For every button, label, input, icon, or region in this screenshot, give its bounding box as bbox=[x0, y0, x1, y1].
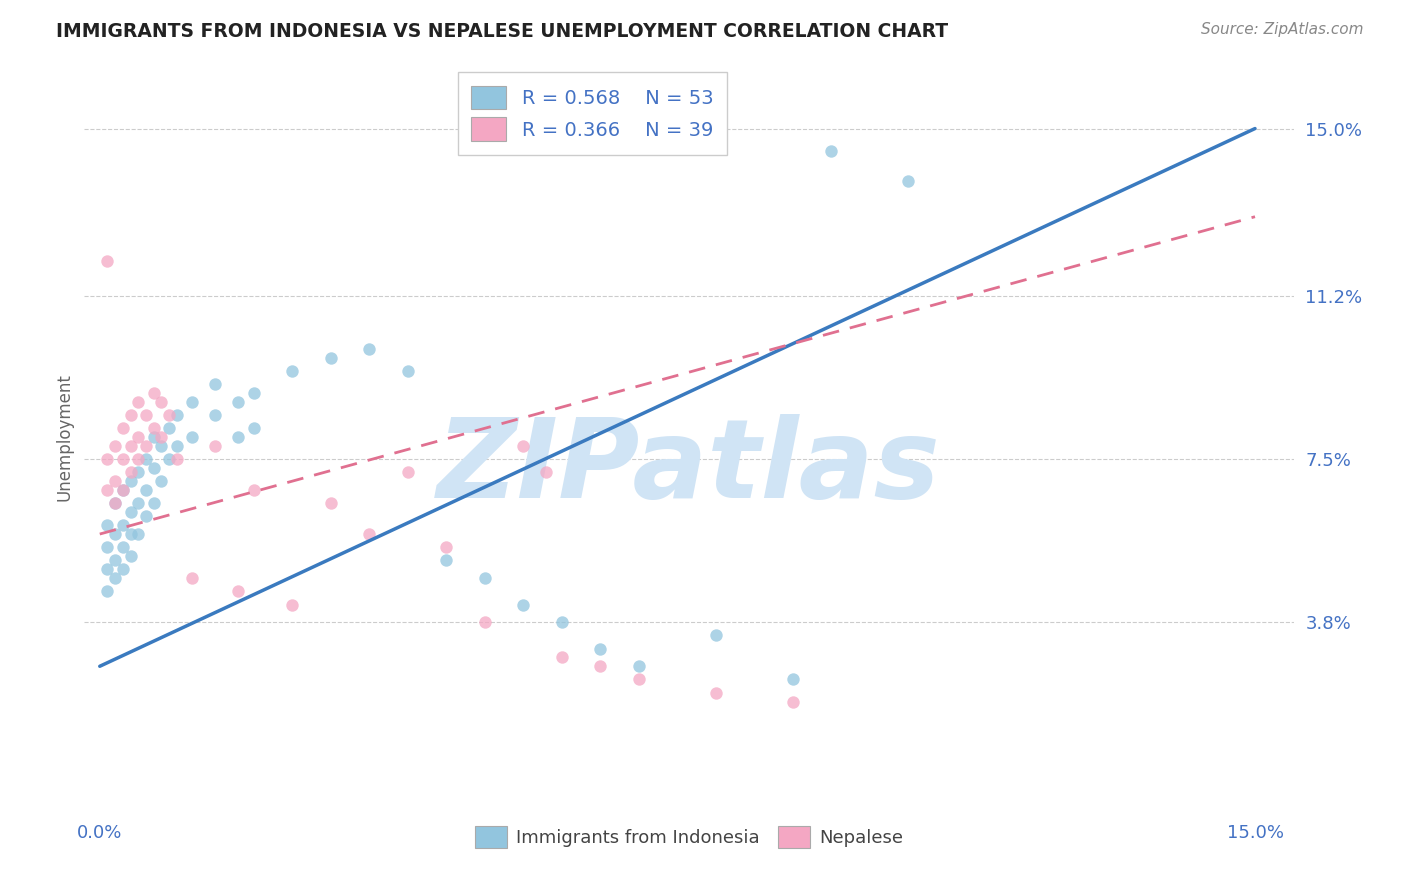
Point bbox=[536, 466, 558, 480]
Point bbox=[120, 474, 142, 488]
Y-axis label: Unemployment: Unemployment bbox=[55, 373, 73, 501]
Point bbox=[157, 452, 180, 467]
Point bbox=[96, 518, 118, 533]
Point bbox=[120, 549, 142, 563]
Point bbox=[127, 394, 149, 409]
Point bbox=[228, 584, 250, 599]
Point bbox=[434, 541, 457, 555]
Text: ZIPatlas: ZIPatlas bbox=[437, 414, 941, 521]
Point bbox=[104, 496, 127, 510]
Point bbox=[135, 483, 157, 497]
Point bbox=[111, 483, 134, 497]
Point bbox=[120, 466, 142, 480]
Point bbox=[120, 527, 142, 541]
Point bbox=[181, 430, 204, 444]
Point bbox=[319, 496, 342, 510]
Point bbox=[782, 673, 804, 687]
Point bbox=[396, 466, 419, 480]
Point bbox=[181, 394, 204, 409]
Point bbox=[204, 408, 226, 422]
Point bbox=[551, 650, 574, 665]
Point bbox=[111, 452, 134, 467]
Point bbox=[281, 364, 304, 378]
Point bbox=[135, 452, 157, 467]
Point bbox=[111, 483, 134, 497]
Point bbox=[104, 571, 127, 585]
Point bbox=[150, 394, 173, 409]
Point bbox=[704, 628, 727, 642]
Point bbox=[111, 421, 134, 435]
Point bbox=[111, 541, 134, 555]
Point bbox=[512, 439, 534, 453]
Point bbox=[243, 421, 266, 435]
Point bbox=[204, 377, 226, 392]
Point bbox=[104, 527, 127, 541]
Point bbox=[474, 615, 496, 630]
Point bbox=[228, 394, 250, 409]
Point bbox=[104, 553, 127, 567]
Point bbox=[142, 496, 165, 510]
Point bbox=[474, 571, 496, 585]
Point bbox=[166, 452, 188, 467]
Point bbox=[897, 174, 920, 188]
Point bbox=[228, 430, 250, 444]
Point bbox=[359, 527, 381, 541]
Point bbox=[142, 386, 165, 401]
Point bbox=[150, 439, 173, 453]
Point bbox=[127, 496, 149, 510]
Point bbox=[589, 641, 612, 656]
Point bbox=[135, 509, 157, 524]
Text: IMMIGRANTS FROM INDONESIA VS NEPALESE UNEMPLOYMENT CORRELATION CHART: IMMIGRANTS FROM INDONESIA VS NEPALESE UN… bbox=[56, 22, 949, 41]
Point bbox=[166, 439, 188, 453]
Point bbox=[181, 571, 204, 585]
Point bbox=[127, 452, 149, 467]
Point bbox=[96, 584, 118, 599]
Point bbox=[551, 615, 574, 630]
Point bbox=[166, 408, 188, 422]
Point bbox=[150, 430, 173, 444]
Point bbox=[142, 421, 165, 435]
Point bbox=[589, 659, 612, 673]
Point bbox=[512, 598, 534, 612]
Point bbox=[142, 461, 165, 475]
Point bbox=[820, 144, 842, 158]
Point bbox=[96, 562, 118, 576]
Point bbox=[96, 483, 118, 497]
Point bbox=[104, 474, 127, 488]
Point bbox=[243, 483, 266, 497]
Point bbox=[104, 496, 127, 510]
Point bbox=[434, 553, 457, 567]
Legend: Immigrants from Indonesia, Nepalese: Immigrants from Indonesia, Nepalese bbox=[467, 819, 911, 855]
Point bbox=[127, 527, 149, 541]
Text: Source: ZipAtlas.com: Source: ZipAtlas.com bbox=[1201, 22, 1364, 37]
Point bbox=[96, 253, 118, 268]
Point bbox=[96, 452, 118, 467]
Point bbox=[319, 351, 342, 365]
Point bbox=[120, 408, 142, 422]
Point bbox=[127, 430, 149, 444]
Point bbox=[96, 541, 118, 555]
Point bbox=[627, 659, 650, 673]
Point bbox=[142, 430, 165, 444]
Point bbox=[135, 408, 157, 422]
Point bbox=[396, 364, 419, 378]
Point bbox=[120, 439, 142, 453]
Point bbox=[627, 673, 650, 687]
Point bbox=[135, 439, 157, 453]
Point bbox=[157, 408, 180, 422]
Point bbox=[111, 518, 134, 533]
Point bbox=[111, 562, 134, 576]
Point bbox=[243, 386, 266, 401]
Point bbox=[782, 694, 804, 708]
Point bbox=[281, 598, 304, 612]
Point bbox=[150, 474, 173, 488]
Point bbox=[127, 466, 149, 480]
Point bbox=[157, 421, 180, 435]
Point bbox=[359, 342, 381, 356]
Point bbox=[204, 439, 226, 453]
Point bbox=[120, 505, 142, 519]
Point bbox=[704, 686, 727, 700]
Point bbox=[104, 439, 127, 453]
